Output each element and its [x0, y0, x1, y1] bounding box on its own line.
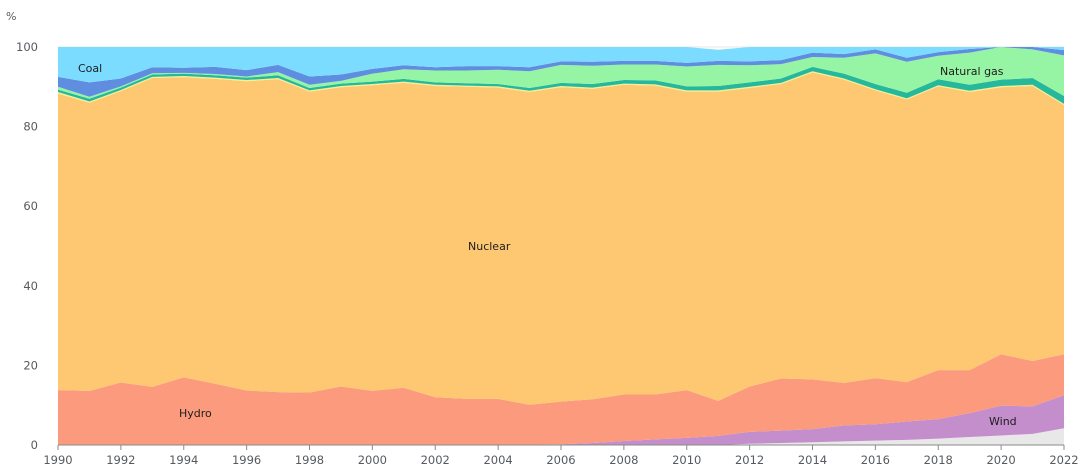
y-tick-label-40: 40	[23, 279, 38, 293]
y-axis: 0 20 40 60 80 100	[16, 40, 38, 452]
x-tick-label-2022: 2022	[1049, 453, 1078, 467]
x-tick-label-2016: 2016	[861, 453, 890, 467]
x-tick-label-2020: 2020	[986, 453, 1015, 467]
x-tick-label-2014: 2014	[798, 453, 827, 467]
x-tick-label-2018: 2018	[924, 453, 953, 467]
x-axis: 1990 1992 1994 1996 1998 2000 2002 2004 2006 2008…	[43, 444, 1079, 467]
x-tick-label-2006: 2006	[546, 453, 575, 467]
area-hydro	[58, 354, 1064, 445]
x-tick-label-2000: 2000	[358, 453, 387, 467]
y-tick-label-0: 0	[31, 438, 38, 452]
x-tick-label-2010: 2010	[672, 453, 701, 467]
area-solar	[58, 428, 1064, 445]
area-bio	[58, 66, 1064, 104]
area-wind	[58, 395, 1064, 445]
x-tick-label-1992: 1992	[106, 453, 135, 467]
y-tick-label-80: 80	[23, 120, 38, 134]
x-tick-label-1998: 1998	[295, 453, 324, 467]
area-nuclear	[58, 72, 1064, 405]
x-tick-label-1990: 1990	[43, 453, 72, 467]
x-tick-label-2004: 2004	[483, 453, 512, 467]
x-tick-label-1994: 1994	[169, 453, 198, 467]
label-coal: Coal	[78, 62, 102, 75]
y-tick-label-100: 100	[16, 40, 38, 54]
y-unit-label: %	[6, 10, 16, 23]
y-tick-label-20: 20	[23, 358, 38, 372]
x-tick-label-2002: 2002	[421, 453, 450, 467]
x-tick-label-2008: 2008	[609, 453, 638, 467]
y-tick-label-60: 60	[23, 199, 38, 213]
area-series	[58, 47, 1064, 445]
label-nuclear: Nuclear	[468, 240, 511, 253]
area-coal	[58, 47, 1064, 83]
area-gas	[58, 47, 1064, 99]
label-hydro: Hydro	[179, 407, 212, 420]
area-other	[58, 47, 1064, 97]
x-tick-label-2012: 2012	[735, 453, 764, 467]
label-wind: Wind	[989, 415, 1017, 428]
label-natural-gas: Natural gas	[940, 65, 1004, 78]
x-tick-label-1996: 1996	[232, 453, 261, 467]
